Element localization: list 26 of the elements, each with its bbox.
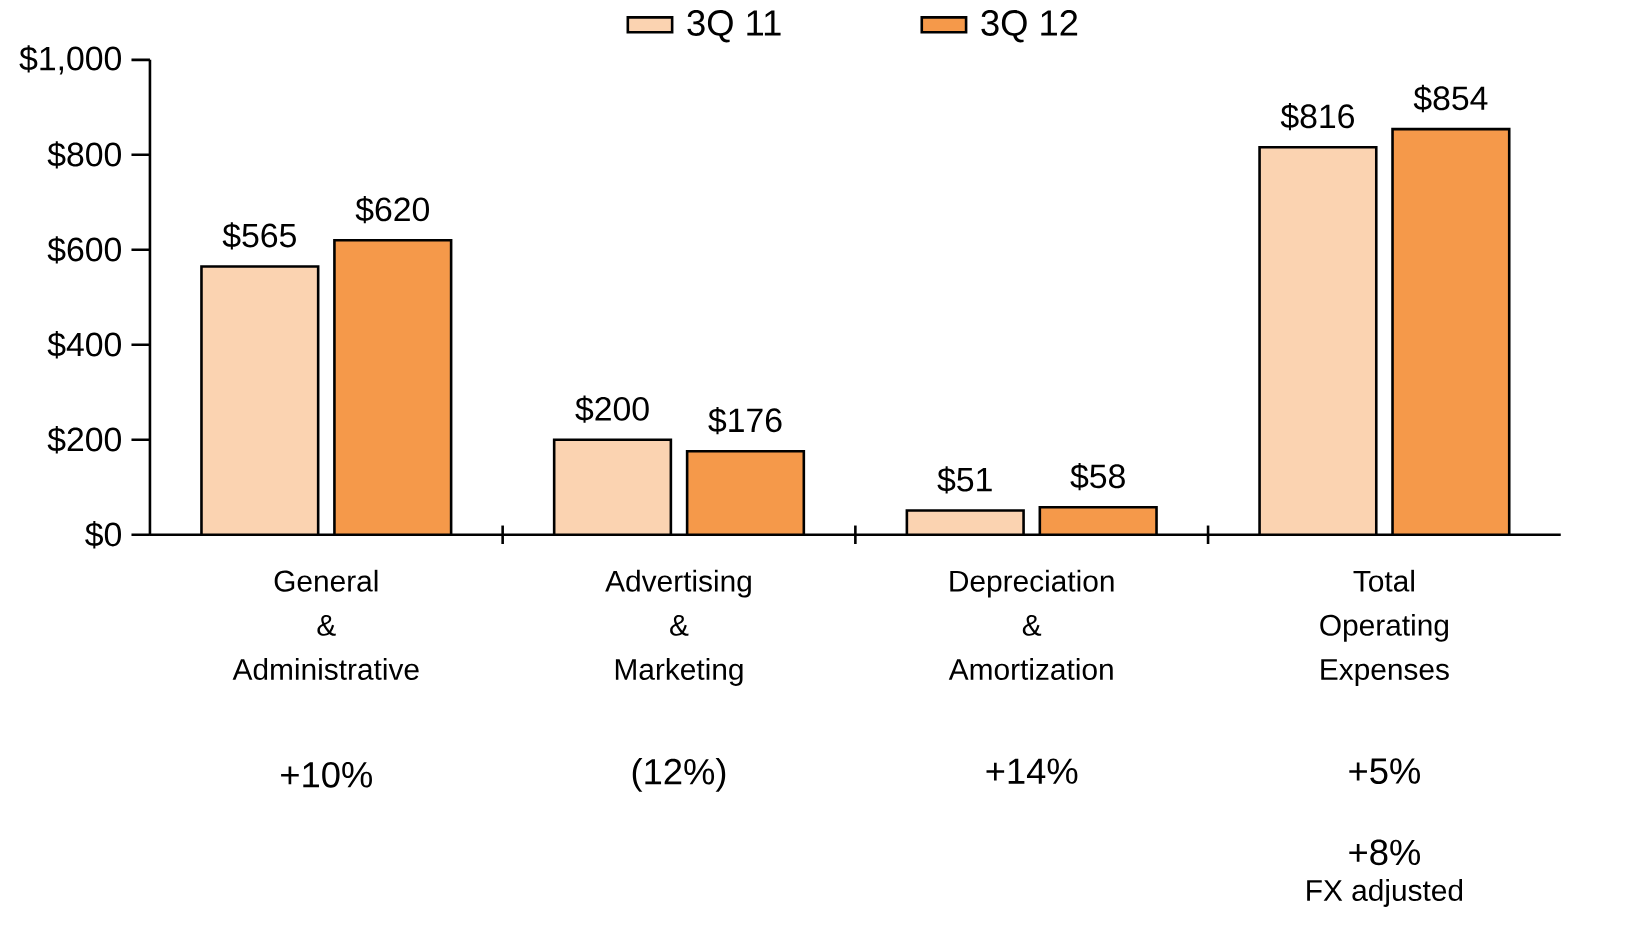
legend-label: 3Q 11 bbox=[687, 10, 781, 43]
data-label: $200 bbox=[575, 395, 649, 423]
x-tick-label: Advertising & Marketing bbox=[605, 570, 751, 687]
text: +8% bbox=[1349, 839, 1420, 866]
y-tick-label: $800 bbox=[47, 141, 121, 169]
y-tick-label: $200 bbox=[47, 426, 121, 454]
data-label: $620 bbox=[355, 196, 429, 224]
data-label: $51 bbox=[937, 466, 992, 494]
text: +14% bbox=[986, 758, 1078, 785]
y-tick-label: $0 bbox=[85, 521, 121, 549]
x-tick-label: General & Administrative bbox=[232, 570, 419, 681]
legend-label: 3Q 12 bbox=[981, 10, 1078, 43]
data-label: $176 bbox=[708, 407, 782, 435]
y-tick-label: $600 bbox=[47, 236, 121, 264]
text: FX adjusted bbox=[1307, 879, 1463, 908]
data-label: $816 bbox=[1280, 103, 1354, 131]
data-label: $854 bbox=[1413, 85, 1488, 113]
data-label: $565 bbox=[222, 222, 296, 250]
y-tick-label: $1,000 bbox=[19, 45, 121, 75]
y-tick-label: $400 bbox=[47, 331, 121, 359]
data-label: $58 bbox=[1070, 463, 1125, 491]
text: (12%) bbox=[632, 758, 726, 792]
x-tick-label: Depreciation & Amortization bbox=[948, 570, 1114, 681]
text: +10% bbox=[281, 762, 372, 788]
text: +5% bbox=[1349, 758, 1420, 785]
x-tick-label: Total Operating Expenses bbox=[1320, 570, 1449, 687]
